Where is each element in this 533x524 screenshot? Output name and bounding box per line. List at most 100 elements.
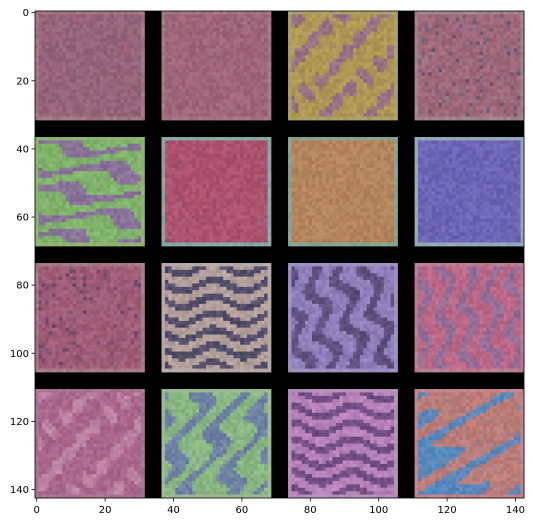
tile-pixel: [96, 215, 101, 220]
tile-pixel: [260, 58, 265, 63]
tile-pixel: [93, 28, 97, 32]
tile-pixel: [229, 99, 234, 104]
tile-pixel: [55, 48, 60, 53]
tile-pixel: [137, 45, 142, 49]
tile-pixel: [223, 68, 227, 73]
tile-pixel: [383, 85, 388, 90]
tile-pixel: [373, 62, 378, 66]
tile-pixel: [335, 89, 340, 94]
tile-pixel: [45, 79, 50, 83]
tile-pixel: [448, 48, 453, 53]
tile-pixel: [455, 99, 460, 104]
tile-pixel: [376, 106, 381, 111]
tile-pixel: [233, 68, 238, 73]
tile-pixel: [325, 72, 330, 77]
tile-pixel: [520, 17, 525, 22]
tile-pixel: [305, 38, 309, 43]
tile-pixel: [472, 65, 477, 70]
tile-pixel: [387, 58, 392, 63]
tile-pixel: [448, 96, 453, 100]
tile-pixel: [38, 113, 43, 117]
tile-pixel: [325, 14, 330, 19]
tile-pixel: [356, 55, 361, 60]
tile-pixel: [134, 24, 138, 29]
tile-pixel: [253, 17, 258, 22]
tile-pixel: [175, 85, 180, 90]
tile-pixel: [479, 41, 484, 46]
tile-pixel: [161, 92, 166, 97]
tile-pixel: [479, 79, 484, 83]
tile-pixel: [394, 113, 398, 117]
tile-pixel: [106, 205, 111, 209]
tile-pixel: [141, 51, 145, 56]
tile-pixel: [438, 45, 443, 49]
tile-pixel: [257, 89, 262, 94]
tile-pixel: [469, 79, 474, 83]
tile-pixel: [250, 106, 255, 111]
tile-pixel: [438, 89, 443, 94]
tile-pixel: [421, 14, 426, 19]
tile-pixel: [45, 58, 50, 63]
tile-pixel: [130, 215, 135, 220]
tile-pixel: [113, 188, 118, 192]
tile-pixel: [199, 21, 203, 26]
tile-pixel: [38, 228, 43, 233]
tile-pixel: [257, 17, 262, 22]
tile-pixel: [79, 17, 84, 22]
tile-pixel: [322, 58, 327, 63]
tile-pixel: [370, 89, 374, 94]
tile-pixel: [452, 55, 457, 60]
tile-pixel: [212, 116, 217, 121]
tile-pixel: [517, 31, 521, 36]
tile-pixel: [236, 45, 241, 49]
tile-pixel: [55, 225, 60, 230]
tile-pixel: [134, 191, 138, 196]
tile-pixel: [489, 11, 494, 15]
tile-pixel: [65, 222, 70, 226]
tile-pixel: [335, 17, 340, 22]
tile-pixel: [253, 24, 258, 29]
tile-pixel: [192, 68, 197, 73]
tile-pixel: [448, 75, 453, 80]
tile-pixel: [89, 191, 94, 196]
tile-pixel: [476, 41, 480, 46]
tile-pixel: [349, 41, 354, 46]
tile-pixel: [72, 188, 77, 192]
tile-pixel: [175, 92, 180, 97]
tile-pixel: [175, 89, 180, 94]
tile-pixel: [137, 211, 142, 216]
tile-pixel: [240, 48, 244, 53]
tile-pixel: [438, 85, 443, 90]
tile-pixel: [209, 45, 214, 49]
tile-pixel: [69, 51, 74, 56]
tile-pixel: [253, 99, 258, 104]
tile-pixel: [496, 65, 501, 70]
tile-pixel: [113, 24, 118, 29]
tile-pixel: [318, 51, 323, 56]
tile-pixel: [72, 113, 77, 117]
tile-pixel: [370, 38, 374, 43]
tile-pixel: [93, 140, 97, 145]
tile-pixel: [390, 55, 395, 60]
tile-pixel: [137, 106, 142, 111]
tile-pixel: [38, 154, 43, 158]
tile-pixel: [288, 21, 292, 26]
tile-pixel: [479, 106, 484, 111]
tile-pixel: [486, 41, 491, 46]
tile-pixel: [120, 218, 125, 223]
tile-pixel: [89, 137, 94, 141]
tile-pixel: [209, 17, 214, 22]
tile-pixel: [329, 102, 333, 107]
tile-pixel: [178, 55, 183, 60]
tile-pixel: [520, 48, 525, 53]
tile-pixel: [452, 65, 457, 70]
tile-pixel: [500, 85, 504, 90]
tile-pixel: [250, 75, 255, 80]
tile-pixel: [202, 31, 207, 36]
tile-pixel: [489, 92, 494, 97]
tile-pixel: [462, 113, 467, 117]
tile-pixel: [216, 68, 221, 73]
tile-pixel: [301, 28, 306, 32]
tile-pixel: [452, 24, 457, 29]
tile-pixel: [325, 89, 330, 94]
